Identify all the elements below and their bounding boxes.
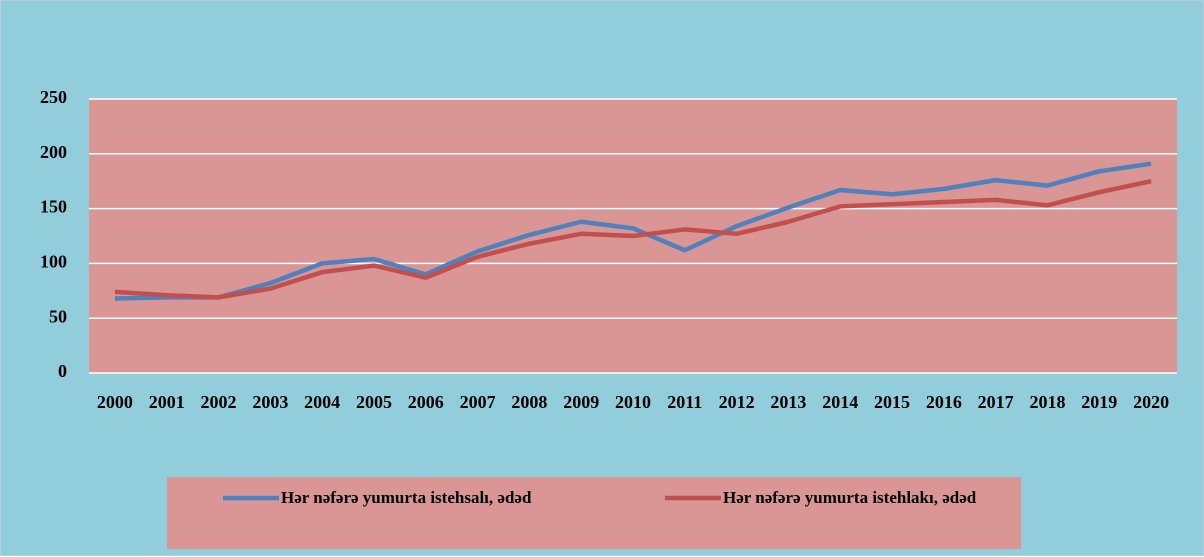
x-tick-label: 2010 xyxy=(615,392,651,412)
x-tick-label: 2003 xyxy=(252,392,288,412)
y-tick-label: 250 xyxy=(40,87,67,107)
x-tick-label: 2018 xyxy=(1029,392,1065,412)
y-tick-label: 50 xyxy=(49,306,67,326)
x-tick-label: 2009 xyxy=(563,392,599,412)
x-tick-label: 2001 xyxy=(149,392,185,412)
y-tick-label: 200 xyxy=(40,142,67,162)
x-tick-label: 2004 xyxy=(304,392,340,412)
data-line xyxy=(114,161,1152,301)
y-tick-label: 150 xyxy=(40,197,67,217)
y-tick-label: 0 xyxy=(58,361,67,381)
x-tick-label: 2013 xyxy=(770,392,806,412)
x-tick-label: 2011 xyxy=(667,392,702,412)
x-tick-label: 2007 xyxy=(460,392,496,412)
x-tick-label: 2014 xyxy=(822,392,858,412)
x-tick-label: 2020 xyxy=(1133,392,1169,412)
legend-label: Hər nəfərə yumurta istehsalı, ədəd xyxy=(281,488,532,507)
x-tick-label: 2015 xyxy=(874,392,910,412)
x-tick-label: 2012 xyxy=(719,392,755,412)
y-tick-label: 100 xyxy=(40,252,67,272)
x-tick-label: 2000 xyxy=(97,392,133,412)
data-line xyxy=(114,178,1152,300)
legend-label: Hər nəfərə yumurta istehlakı, ədəd xyxy=(723,488,977,507)
x-tick-label: 2005 xyxy=(356,392,392,412)
x-tick-label: 2002 xyxy=(201,392,237,412)
legend-box xyxy=(167,477,1021,549)
x-tick-label: 2006 xyxy=(408,392,444,412)
x-tick-label: 2008 xyxy=(511,392,547,412)
x-tick-label: 2019 xyxy=(1081,392,1117,412)
x-tick-label: 2016 xyxy=(926,392,962,412)
x-tick-label: 2017 xyxy=(978,392,1014,412)
